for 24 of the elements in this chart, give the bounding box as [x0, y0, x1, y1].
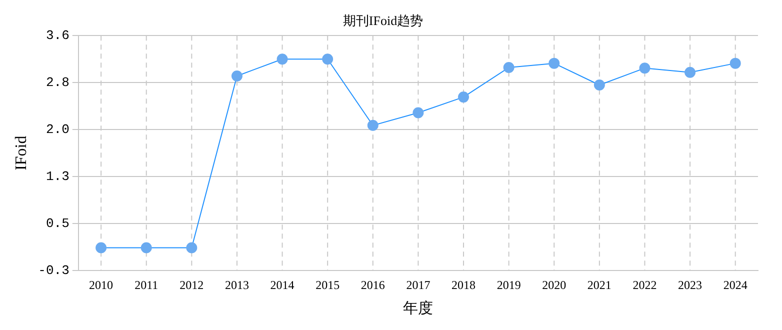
y-tick-label: 0.5 [46, 216, 70, 232]
x-tick-label: 2022 [632, 278, 657, 292]
y-tick-label: 2.8 [46, 75, 70, 90]
x-tick-label: 2012 [180, 278, 204, 292]
x-tick-label: 2013 [224, 278, 249, 292]
y-axis-title: IFoid [12, 136, 30, 170]
x-axis-title: 年度 [403, 300, 434, 317]
y-tick-label: -0.3 [38, 263, 70, 278]
x-tick-label: 2015 [316, 278, 340, 292]
y-tick-label: 1.3 [46, 169, 70, 184]
x-tick-label: 2017 [406, 278, 430, 292]
x-tick-label: 2010 [89, 278, 114, 292]
x-tick-label: 2020 [542, 278, 566, 292]
x-tick-label: 2018 [452, 278, 476, 292]
x-tick-label: 2016 [360, 278, 385, 292]
y-tick-label: 3.6 [46, 28, 70, 44]
x-tick-label: 2023 [678, 278, 702, 292]
y-tick-label: 2.0 [46, 122, 70, 138]
chart-title: 期刊IFoid趋势 [342, 13, 424, 28]
x-tick-label: 2014 [270, 278, 294, 292]
x-tick-label: 2024 [723, 278, 748, 292]
x-tick-label: 2011 [134, 278, 158, 292]
x-tick-label: 2021 [587, 278, 612, 292]
x-tick-label: 2019 [496, 278, 521, 292]
